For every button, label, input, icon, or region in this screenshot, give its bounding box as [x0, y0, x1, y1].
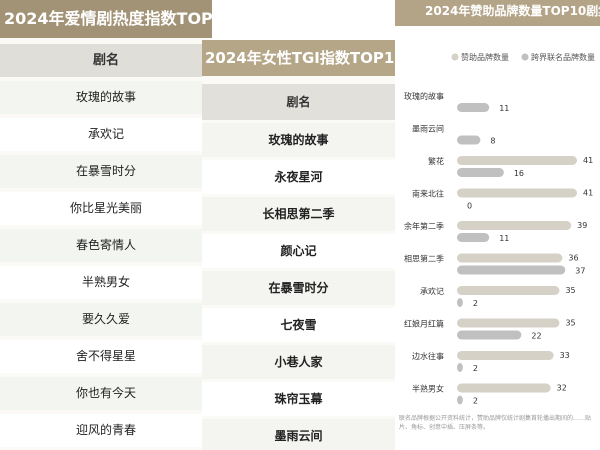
heat-index-column-header: 剧名 — [0, 44, 212, 77]
category-label: 红娘月红篇 — [404, 319, 444, 329]
crossover-bar — [457, 363, 463, 372]
crossover-value-label: 11 — [499, 234, 509, 243]
female-tgi-row: 在暴雪时分 — [202, 271, 395, 305]
crossover-bar — [457, 330, 522, 340]
crossover-bar — [457, 135, 481, 145]
category-label: 相思第二季 — [404, 254, 444, 264]
heat-index-table-panel: 2024年爱情剧热度指数TOP10 剧名 玫瑰的故事承欢记在暴雪时分你比星光美丽… — [0, 0, 212, 450]
category-label: 边水往事 — [412, 351, 444, 361]
heat-index-row: 半熟男女 — [0, 266, 212, 299]
sponsor-value-label: 39 — [577, 221, 587, 230]
crossover-bar — [457, 395, 463, 405]
sponsor-bar — [457, 221, 572, 230]
heat-index-row: 承欢记 — [0, 118, 212, 151]
heat-index-rows: 玫瑰的故事承欢记在暴雪时分你比星光美丽 春色寄情人半熟男女要久久爱舍不得星星你也有… — [0, 81, 212, 450]
heat-index-row: 你比星光美丽 — [0, 192, 212, 225]
crossover-value-label: 2 — [473, 397, 478, 406]
heat-index-row: 玫瑰的故事 — [0, 81, 212, 114]
sponsor-value-label: 41 — [583, 156, 593, 165]
sponsor-value-label: 41 — [583, 189, 593, 198]
sponsor-brand-chart-panel: 赞助品牌数量 跨界联名品牌数量玫瑰的故事 11 墨雨云间 8 繁花 41 16 南来北往 41 0 余… — [395, 0, 600, 450]
female-tgi-row: 颜心记 — [202, 234, 395, 268]
sponsor-value-label: 35 — [565, 286, 575, 295]
heat-index-row: 你也有今天 — [0, 377, 212, 410]
crossover-bar — [457, 298, 463, 307]
sponsor-value-label: 32 — [557, 384, 567, 393]
heat-index-row: 要久久爱 — [0, 303, 212, 336]
crossover-value-label: 8 — [490, 137, 495, 146]
category-label: 墨雨云间 — [412, 125, 444, 134]
heat-index-title: 2024年爱情剧热度指数TOP10 — [0, 0, 212, 38]
female-tgi-row: 珠帘玉幕 — [202, 382, 395, 416]
sponsor-bar — [457, 156, 577, 165]
crossover-value-label: 22 — [531, 332, 541, 341]
sponsor-value-label: 33 — [560, 351, 570, 360]
sponsor-bar — [457, 351, 554, 360]
heat-index-row: 春色寄情人 — [0, 229, 212, 262]
crossover-bar — [457, 265, 566, 275]
female-tgi-column-header: 剧名 — [202, 84, 395, 120]
female-tgi-row: 玫瑰的故事 — [202, 123, 395, 157]
crossover-value-label: 0 — [467, 202, 472, 211]
legend-sponsor-label: 赞助品牌数量 — [461, 52, 509, 62]
category-label: 半熟男女 — [412, 384, 444, 394]
female-tgi-row: 墨雨云间 — [202, 419, 395, 450]
female-tgi-row: 小巷人家 — [202, 345, 395, 379]
legend-sponsor-swatch — [451, 53, 459, 61]
crossover-value-label: 2 — [473, 364, 478, 373]
crossover-bar — [457, 233, 490, 242]
category-label: 南来北往 — [412, 189, 444, 199]
crossover-value-label: 11 — [499, 104, 509, 113]
sponsor-bar — [457, 253, 563, 263]
category-label: 繁花 — [428, 156, 444, 166]
female-tgi-title: 2024年女性TGI指数TOP10剧集 — [202, 40, 395, 76]
crossover-value-label: 37 — [575, 267, 585, 276]
legend-crossover-swatch — [521, 53, 529, 61]
sponsor-value-label: 35 — [565, 319, 575, 328]
heat-index-row: 迎风的青春 — [0, 414, 212, 447]
category-label: 承欢记 — [420, 286, 444, 296]
sponsor-brand-title: 2024年赞助品牌数量TOP10剧集 — [395, 0, 600, 26]
sponsor-value-label: 36 — [568, 254, 578, 263]
crossover-bar — [457, 103, 490, 112]
sponsor-bar — [457, 383, 551, 393]
female-tgi-row: 长相思第二季 — [202, 197, 395, 231]
heat-index-row: 在暴雪时分 — [0, 155, 212, 188]
female-tgi-row: 永夜星河 — [202, 160, 395, 194]
crossover-value-label: 2 — [473, 299, 478, 308]
female-tgi-row: 七夜雪 — [202, 308, 395, 342]
crossover-value-label: 16 — [514, 169, 524, 178]
sponsor-bar — [457, 318, 560, 328]
heat-index-row: 舍不得星星 — [0, 340, 212, 373]
legend-crossover-label: 跨界联名品牌数量 — [531, 52, 595, 62]
sponsor-bar — [457, 188, 577, 198]
category-label: 玫瑰的故事 — [404, 91, 444, 101]
sponsor-brand-footnote: 联名品牌根据公开资料统计，赞助品牌仅统计剧集首轮播出期间的……贴片、角标、创意中… — [399, 415, 592, 431]
female-tgi-table-panel: 2024年女性TGI指数TOP10剧集 剧名 玫瑰的故事永夜星河长相思第二季颜心… — [202, 40, 395, 450]
sponsor-bar — [457, 286, 560, 295]
category-label: 余年第二季 — [404, 221, 444, 231]
crossover-bar — [457, 168, 504, 177]
female-tgi-rows: 玫瑰的故事 永夜星河 长相思第二季 颜心记 在暴雪时分 七夜雪 小巷人家 珠帘玉幕 墨雨云间 — [202, 123, 395, 450]
